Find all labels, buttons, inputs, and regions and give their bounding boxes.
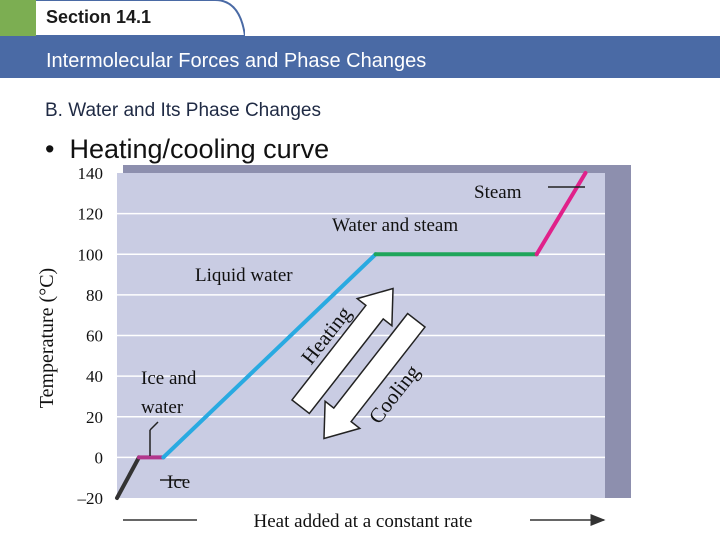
label-ice: Ice: [167, 472, 190, 493]
ice-and-water-leader-tip: [149, 421, 159, 431]
label-ice-and-water-line1: Ice and: [141, 368, 197, 389]
y-tick-label: –20: [77, 489, 104, 508]
x-axis-label: Heat added at a constant rate: [254, 511, 473, 532]
y-tick-label: 120: [78, 205, 104, 224]
y-tick-label: 40: [86, 367, 103, 386]
y-tick-label: 60: [86, 327, 103, 346]
y-tick-label: 100: [78, 245, 104, 264]
page-title: Intermolecular Forces and Phase Changes: [46, 50, 427, 72]
section-label: Section 14.1: [46, 7, 152, 27]
y-tick-label: 80: [86, 286, 103, 305]
sub-heading: B. Water and Its Phase Changes: [45, 100, 322, 121]
label-liquid-water: Liquid water: [195, 265, 293, 286]
section-marker: [0, 0, 36, 36]
curve-segment-liquid: [161, 252, 378, 460]
bullet-text: Heating/cooling curve: [69, 134, 330, 164]
y-tick-label: 0: [95, 448, 104, 467]
chart-labels: Temperature (°C) Heat added at a constan…: [36, 182, 522, 532]
label-water-and-steam: Water and steam: [332, 215, 458, 236]
bullet-item: • Heating/cooling curve: [45, 134, 330, 164]
y-tick-label: 140: [78, 164, 104, 183]
section-tab: [0, 0, 247, 37]
section-tab-shape: [0, 0, 247, 37]
label-steam: Steam: [474, 182, 522, 203]
curve-segment-ice: [115, 455, 141, 500]
label-ice-and-water-line2: water: [141, 397, 184, 418]
y-tick-label: 20: [86, 408, 103, 427]
y-axis-label: Temperature (°C): [36, 268, 58, 408]
title-band: [0, 36, 720, 78]
